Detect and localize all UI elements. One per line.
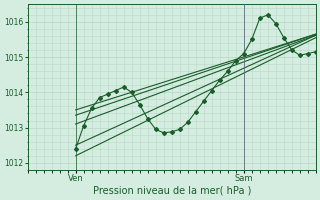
X-axis label: Pression niveau de la mer( hPa ): Pression niveau de la mer( hPa ) bbox=[92, 186, 251, 196]
